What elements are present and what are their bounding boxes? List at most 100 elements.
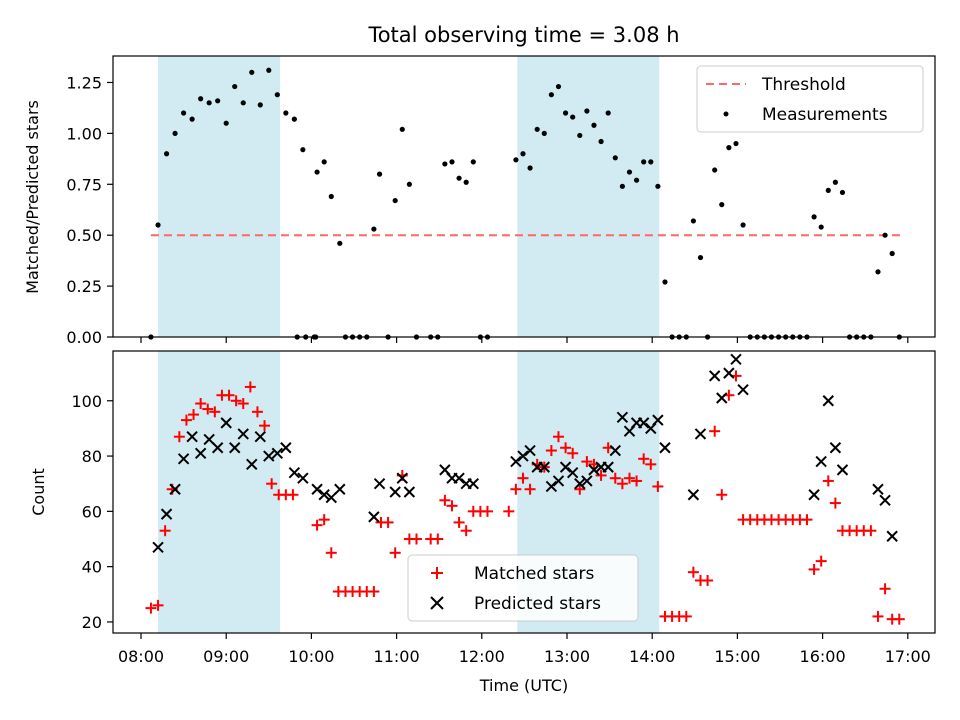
measurement-point: [619, 183, 625, 189]
predicted-star-point: [396, 472, 408, 484]
predicted-star-point: [652, 414, 664, 426]
matched-star-point: [680, 610, 692, 622]
observing-interval-1: [158, 351, 281, 633]
y-tick-label: 0.75: [66, 175, 102, 194]
matched-star-point: [382, 516, 394, 528]
measurement-point: [181, 110, 187, 116]
measurement-point: [839, 189, 846, 196]
matched-star-point: [560, 442, 572, 454]
matched-star-point: [311, 519, 323, 531]
y-tick-label: 60: [82, 502, 102, 521]
predicted-star-point: [730, 353, 742, 366]
measurement-point: [726, 145, 732, 151]
predicted-star-point: [879, 494, 891, 507]
matched-star-point: [325, 547, 337, 559]
measurement-point: [163, 151, 170, 157]
predicted-star-point: [716, 392, 728, 404]
measurement-point: [562, 110, 569, 116]
predicted-star-point: [637, 417, 650, 429]
matched-star-point: [552, 431, 564, 443]
matched-star-point: [595, 469, 607, 481]
predicted-star-point: [311, 483, 323, 495]
measurement-point: [266, 67, 272, 73]
predicted-star-point: [368, 511, 380, 523]
predicted-star-point: [203, 433, 215, 446]
matched-star-point: [524, 483, 536, 495]
measurement-point: [172, 130, 178, 136]
x-axis-label: Time (UTC): [479, 676, 568, 695]
matched-star-point: [609, 472, 621, 484]
matched-star-point: [623, 472, 635, 484]
matched-star-point: [446, 500, 458, 512]
predicted-star-point: [609, 444, 621, 457]
measurement-point: [456, 175, 462, 181]
measurement-point: [662, 279, 668, 285]
predicted-star-point: [467, 477, 479, 490]
measurement-point: [328, 193, 334, 200]
bottom-legend: Matched stars Predicted stars: [407, 554, 639, 622]
matched-star-point: [652, 480, 664, 492]
y-tick-label: 20: [82, 613, 102, 632]
matched-star-point: [460, 525, 472, 537]
predicted-star-point: [829, 442, 842, 454]
predicted-star-point: [687, 489, 700, 501]
measurement-point: [520, 151, 526, 157]
measurement-point: [655, 183, 661, 189]
predicted-star-point: [373, 477, 386, 490]
predicted-star-point: [708, 370, 721, 382]
top-x-axis-ticks: [140, 337, 909, 343]
y-tick-label: 100: [71, 392, 102, 411]
measurement-point: [555, 83, 562, 90]
predicted-star-point: [659, 442, 671, 454]
predicted-star-point: [822, 395, 834, 407]
predicted-star-point: [177, 453, 190, 465]
predicted-star-point: [538, 461, 550, 473]
matched-star-point: [410, 533, 422, 545]
matched-star-point: [209, 406, 221, 418]
predicted-star-point: [318, 489, 330, 501]
measurement-point: [570, 114, 576, 120]
measurement-point: [626, 169, 633, 175]
x-tick-label: 13:00: [544, 647, 590, 666]
measurement-point: [399, 126, 405, 132]
matched-star-point: [702, 574, 714, 586]
measurement-point: [470, 159, 476, 165]
measurement-point: [442, 161, 448, 167]
predicted-star-point: [552, 475, 565, 487]
matched-legend-swatch: [431, 567, 443, 579]
matched-star-point: [545, 445, 557, 457]
predicted-star-point: [389, 486, 401, 498]
matched-star-point: [801, 514, 813, 526]
predicted-star-point: [403, 486, 416, 498]
predicted-star-point: [186, 430, 198, 443]
predicted-star-point: [872, 483, 884, 495]
chart-title: Total observing time = 3.08 h: [367, 23, 679, 47]
measurement-point: [534, 126, 540, 132]
y-tick-label: 0.50: [66, 226, 102, 245]
x-tick-label: 15:00: [714, 647, 760, 666]
x-tick-label: 10:00: [288, 647, 334, 666]
measurement-point: [605, 110, 611, 116]
y-tick-label: 1.00: [66, 124, 102, 143]
measurement-point: [314, 169, 320, 175]
matched-star-point: [152, 599, 164, 611]
matched-star-point: [616, 478, 628, 490]
matched-star-point: [145, 602, 157, 614]
x-tick-label: 16:00: [800, 647, 846, 666]
matched-star-point: [173, 431, 185, 443]
predicted-star-point: [723, 367, 735, 379]
matched-star-point: [645, 458, 657, 470]
predicted-star-point: [160, 508, 173, 520]
predicted-star-point: [886, 530, 898, 542]
measurement-point: [392, 197, 398, 204]
predicted-star-point: [280, 442, 292, 454]
predicted-star-point: [194, 447, 207, 460]
measurement-point: [875, 269, 881, 275]
measurement-point: [825, 187, 831, 193]
predicted-stars-points: [152, 353, 898, 554]
measurement-point: [832, 179, 838, 185]
measurement-point: [371, 226, 377, 232]
predicted-star-point: [808, 489, 820, 501]
predicted-star-point: [524, 444, 536, 457]
